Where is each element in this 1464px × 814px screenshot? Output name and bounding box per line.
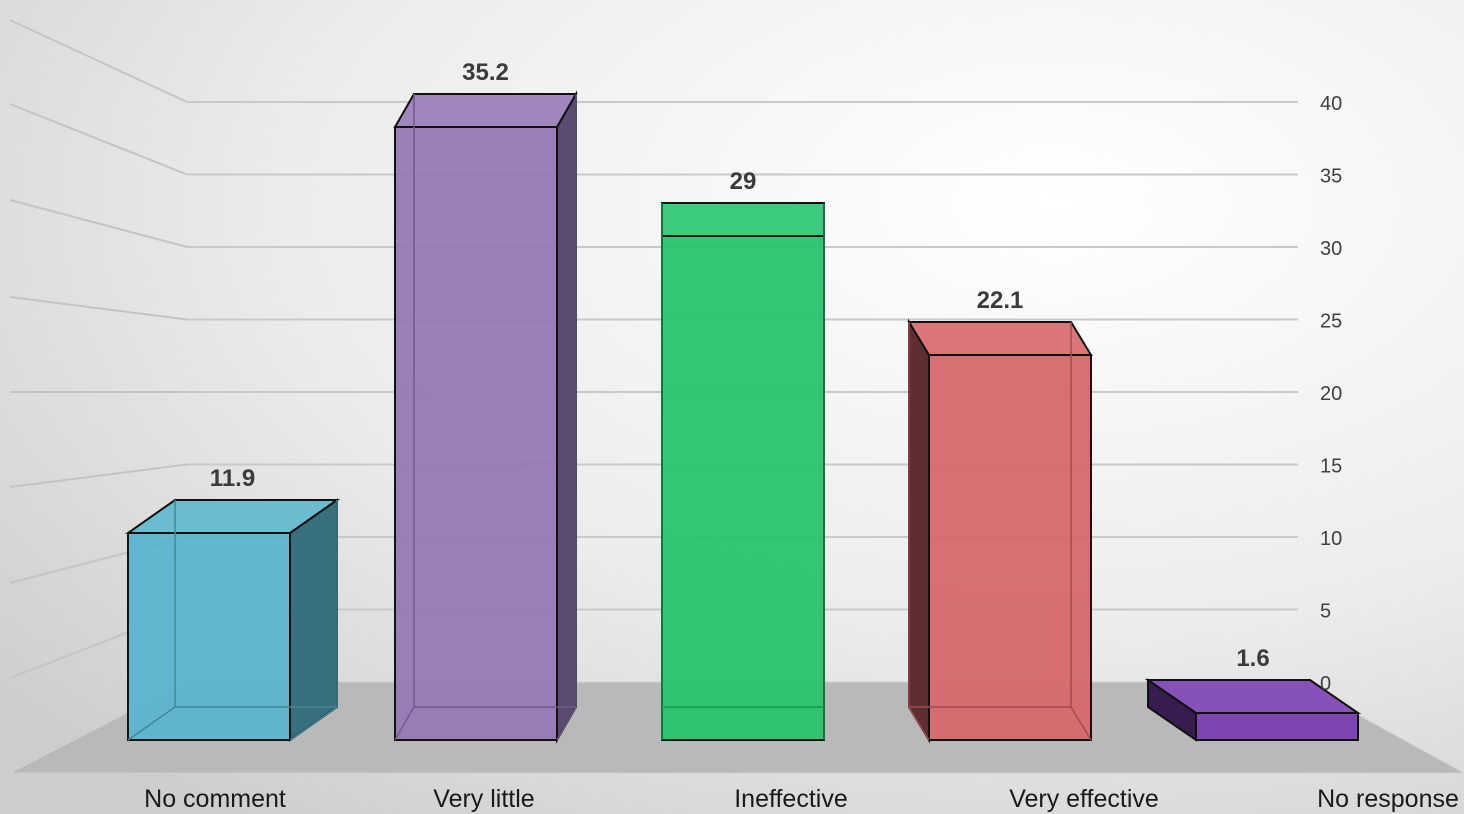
y-tick-label: 5 [1320, 601, 1331, 623]
bar-inner-edge [127, 706, 176, 741]
value-label: 35.2 [462, 59, 509, 86]
category-label: Very little [433, 785, 534, 813]
bar-very-little [393, 90, 578, 744]
y-tick-label: 10 [1320, 528, 1342, 550]
bar-very-effective [907, 318, 1093, 744]
bar-inner-edge [556, 706, 577, 741]
bar-inner-edge [394, 706, 415, 741]
y-tick-label: 20 [1320, 383, 1342, 405]
side-gridline-25 [9, 296, 188, 321]
bar-front-face [1195, 712, 1359, 741]
bar-top-face [661, 202, 825, 237]
category-labels: No comment Very little Ineffective Very eff… [144, 785, 1459, 813]
bar-inner-edge [289, 706, 338, 741]
bar-front-face [127, 532, 291, 741]
bar-inner-edge [908, 706, 930, 741]
bar-front-face [928, 354, 1092, 741]
bar-top-face [907, 321, 1093, 356]
bar-inner-edge [1070, 706, 1092, 741]
side-gridline-30 [9, 199, 188, 248]
value-label: 29 [730, 168, 757, 195]
bar-no-comment [124, 498, 341, 742]
value-label: 11.9 [210, 465, 255, 492]
category-label: No comment [144, 785, 286, 813]
bar-side-face [289, 498, 338, 742]
value-label: 22.1 [977, 287, 1024, 314]
y-tick-label: 40 [1320, 93, 1342, 115]
y-tick-label: 15 [1320, 456, 1342, 478]
y-tick-label: 25 [1320, 311, 1342, 333]
category-label: Very effective [1009, 785, 1159, 813]
y-axis-ticks: 0 5 10 15 20 25 30 35 40 [1320, 93, 1342, 695]
value-label: 1.6 [1236, 645, 1269, 672]
value-labels: 11.9 35.2 29 22.1 1.6 [210, 59, 1270, 672]
bar-side-face [908, 318, 930, 744]
bar-ineffective [661, 202, 825, 741]
side-gridline-15 [9, 463, 188, 488]
y-tick-label: 30 [1320, 238, 1342, 260]
bar-front-face [394, 126, 558, 741]
bar-front-face [661, 235, 825, 741]
side-gridline-35 [9, 103, 188, 176]
bar-no-response [1144, 678, 1362, 742]
bar-side-face [556, 90, 577, 744]
side-gridline-40 [9, 19, 188, 103]
category-label: Ineffective [734, 785, 848, 813]
y-tick-label: 35 [1320, 166, 1342, 188]
y-tick-label: 0 [1320, 673, 1331, 695]
bar-top-face [393, 93, 578, 128]
bars [124, 90, 1362, 744]
category-label: No response [1317, 785, 1459, 813]
